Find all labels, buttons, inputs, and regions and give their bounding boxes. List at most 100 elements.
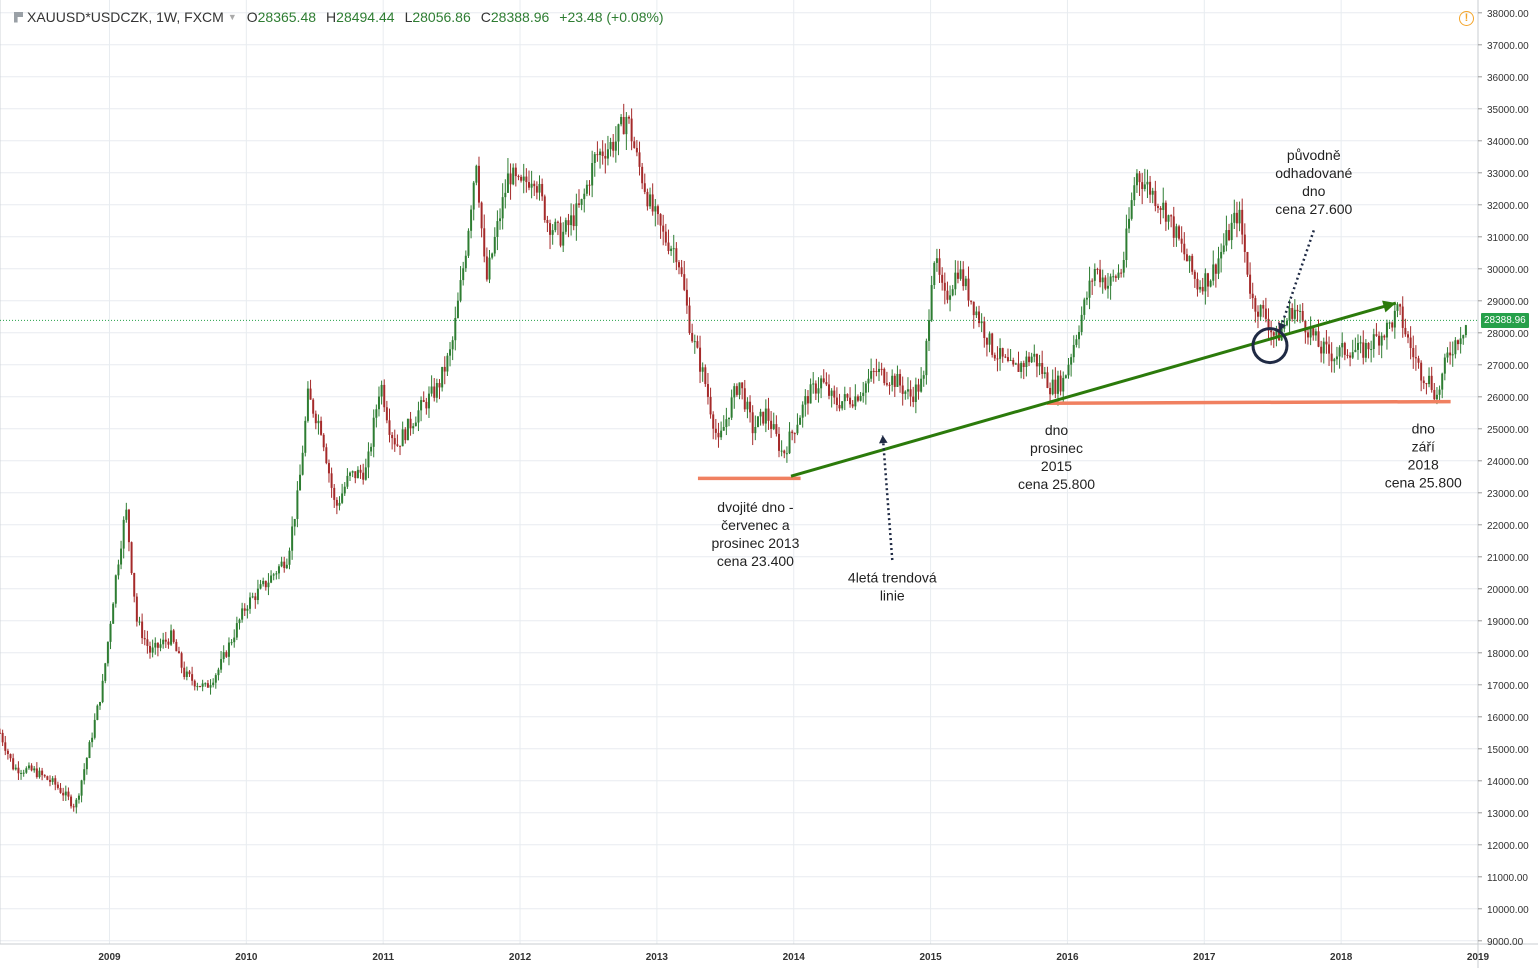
candle-body [1272, 332, 1275, 336]
candle-body [970, 300, 973, 302]
candle-body [527, 182, 530, 188]
candle-body [838, 404, 841, 409]
candle-body [75, 799, 78, 808]
candle-body [835, 397, 838, 405]
candle-body [1388, 322, 1391, 324]
candle-body [520, 176, 523, 181]
candle-body [841, 401, 844, 409]
candle-body [1283, 325, 1286, 329]
candle-body [1230, 222, 1233, 241]
candle-body [854, 396, 857, 407]
candle-body [867, 378, 870, 384]
candle-body [912, 396, 915, 403]
candle-body [862, 392, 865, 396]
high-value: H28494.44 [326, 9, 395, 25]
candle-body [627, 116, 630, 119]
candle-body [322, 434, 325, 448]
candle-body [1433, 389, 1436, 400]
candle-body [256, 588, 259, 601]
last-price-label: 28388.96 [1481, 313, 1529, 329]
chevron-down-icon[interactable]: ▼ [227, 12, 237, 22]
candle-body [285, 564, 288, 569]
candle-body [1204, 273, 1207, 292]
candle-body [1085, 297, 1088, 300]
price-axis[interactable]: 9000.00 10000.00 11000.00 12000.00 13000.00 1… [1478, 9, 1529, 948]
time-tick-label: 2009 [98, 952, 121, 963]
candle-body [712, 414, 715, 429]
candle-body [1370, 349, 1373, 351]
candle-body [999, 348, 1002, 359]
time-tick-label: 2016 [1056, 952, 1079, 963]
candle-body [214, 675, 217, 683]
candle-body [343, 486, 346, 494]
annotation-line: září [1412, 439, 1435, 455]
candle-body [617, 124, 620, 142]
candle-body [112, 603, 115, 624]
annotation-line: cena 23.400 [717, 553, 794, 569]
time-axis[interactable]: 2009 2010 2011 2012 2013 2014 2015 2016 2017 2018… [98, 952, 1489, 963]
candle-body [106, 641, 109, 664]
candle-body [680, 267, 683, 275]
candle-body [1425, 383, 1428, 385]
candle-body [296, 490, 299, 519]
candle-body [1351, 352, 1354, 358]
candle-body [972, 301, 975, 316]
annotation-line: cena 25.800 [1385, 475, 1462, 491]
candle-body [1217, 258, 1220, 274]
candle-body [583, 193, 586, 200]
candle-body [383, 384, 386, 408]
candle-body [33, 768, 36, 771]
candle-body [785, 453, 788, 455]
change-value: +23.48 (+0.08%) [559, 9, 664, 25]
candle-body [880, 368, 883, 370]
candle-body [1375, 334, 1378, 336]
candle-body [1364, 342, 1367, 358]
candle-body [585, 184, 588, 194]
candle-body [775, 424, 778, 434]
drawings[interactable] [0, 229, 1478, 561]
candle-body [754, 427, 757, 434]
candle-body [156, 642, 159, 648]
candle-body [422, 400, 425, 402]
candle-body [1114, 276, 1117, 278]
candle-body [435, 383, 438, 398]
candle-body [1259, 305, 1262, 317]
candle-body [1075, 339, 1078, 345]
candle-body [1154, 190, 1157, 207]
candle-body [96, 705, 99, 720]
candle-body [699, 347, 702, 372]
candle-body [1330, 353, 1333, 362]
candle-body [1254, 298, 1257, 312]
candle-body [793, 433, 796, 435]
candle-body [677, 262, 680, 268]
candle-body [56, 784, 59, 788]
candle-body [1051, 379, 1054, 395]
annotation-line: dno [1045, 422, 1069, 438]
candle-body [596, 154, 599, 156]
candle-body [143, 638, 146, 640]
price-tick-label: 10000.00 [1487, 905, 1529, 916]
candle-body [891, 375, 894, 385]
candle-body [1112, 276, 1115, 278]
candle-body [791, 431, 794, 434]
candle-body [359, 469, 362, 473]
candle-body [906, 389, 909, 392]
candle-body [1104, 277, 1107, 289]
candle-body [217, 669, 220, 676]
candle-body [954, 272, 957, 290]
candle-body [801, 404, 804, 418]
candle-body [312, 399, 315, 414]
candle-body [1049, 387, 1052, 395]
candle-body [151, 647, 154, 653]
annotation-line: původně [1287, 147, 1341, 163]
circle-marker [1251, 327, 1289, 365]
candle-body [762, 411, 765, 424]
price-tick-label: 38000.00 [1487, 9, 1529, 20]
symbol-name[interactable]: XAUUSD*USDCZK, 1W, FXCM [27, 9, 224, 25]
hide-legend-icon[interactable] [14, 11, 23, 23]
candle-body [133, 573, 136, 597]
exclamation-icon[interactable]: ! [1459, 11, 1474, 26]
candle-body [1209, 280, 1212, 287]
candle-body [427, 393, 430, 409]
